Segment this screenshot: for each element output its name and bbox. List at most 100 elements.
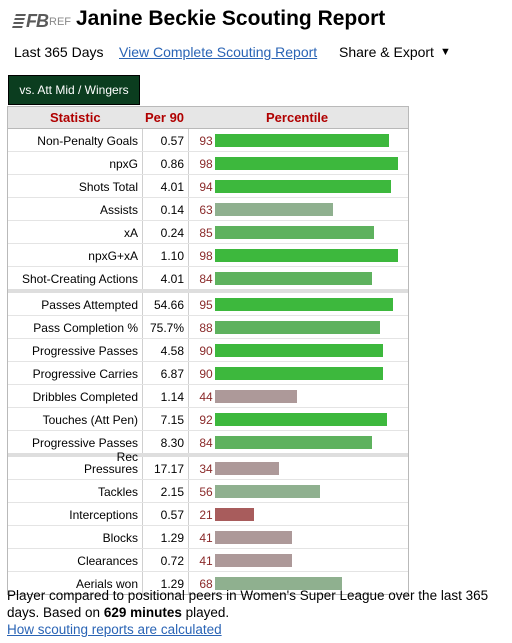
stat-name: Pass Completion % [33,321,138,335]
stat-name: Aerials won [75,577,138,591]
table-row: Blocks 1.29 41 [8,526,408,549]
percentile-bar [215,321,380,334]
per90-value: 0.86 [160,157,184,171]
per90-value: 0.72 [160,554,184,568]
per90-value: 0.24 [160,226,184,240]
period-label: Last 365 Days [14,44,104,60]
per90-value: 7.15 [160,413,184,427]
view-complete-report-link[interactable]: View Complete Scouting Report [119,44,318,60]
how-calculated-link[interactable]: How scouting reports are calculated [7,622,222,637]
percentile-bar [215,180,391,193]
table-row: xA 0.24 85 [8,221,408,244]
footer-text-after: played. [181,605,230,620]
column-divider [142,526,143,548]
stat-name: Blocks [102,531,138,545]
per90-value: 0.57 [160,508,184,522]
percentile-bar [215,226,374,239]
percentile-bar [215,554,292,567]
percentile-bar [215,249,398,262]
per90-value: 1.14 [160,390,184,404]
column-divider [142,480,143,502]
table-header: Statistic Per 90 Percentile [8,107,408,129]
column-divider [188,339,189,361]
chevron-down-icon[interactable]: ▼ [440,46,451,58]
header-per90[interactable]: Per 90 [145,110,185,125]
column-divider [188,503,189,525]
percentile-value: 21 [199,508,213,522]
scouting-table: Statistic Per 90 Percentile Non-Penalty … [7,106,409,595]
share-export-button[interactable]: Share & Export [339,44,434,60]
stat-name: Clearances [77,554,138,568]
percentile-value: 56 [199,485,213,499]
header-statistic[interactable]: Statistic [50,110,101,125]
percentile-bar [215,508,254,521]
table-row: Tackles 2.15 56 [8,480,408,503]
per90-value: 1.29 [160,531,184,545]
percentile-value: 95 [199,298,213,312]
percentile-value: 63 [199,203,213,217]
logo-sub: REF [49,16,71,28]
stat-name: Touches (Att Pen) [42,413,138,427]
percentile-bar [215,203,333,216]
column-divider [142,572,143,594]
column-divider [188,431,189,453]
per90-value: 4.58 [160,344,184,358]
per90-value: 17.17 [153,462,184,476]
per90-value: 4.01 [160,180,184,194]
column-divider [142,152,143,174]
table-row: Pressures 17.17 34 [8,457,408,480]
table-row: Dribbles Completed 1.14 44 [8,385,408,408]
page-title: Janine Beckie Scouting Report [76,7,386,30]
logo-brand: FB [26,10,49,31]
column-divider [142,339,143,361]
footer-minutes: 629 minutes [103,605,182,620]
column-divider [142,198,143,220]
percentile-value: 92 [199,413,213,427]
column-divider [188,152,189,174]
percentile-value: 88 [199,321,213,335]
table-row: Shots Total 4.01 94 [8,175,408,198]
stat-name: Shot-Creating Actions [21,272,138,286]
table-row: npxG 0.86 98 [8,152,408,175]
footer-text-before: Player compared to positional peers in W… [7,588,489,620]
table-row: Passes Attempted 54.66 95 [8,293,408,316]
column-divider [142,129,143,151]
stat-name: Progressive Passes [31,344,138,358]
fbref-logo[interactable]: FB REF [12,8,71,34]
percentile-value: 44 [199,390,213,404]
stat-name: Assists [99,203,138,217]
percentile-bar [215,298,393,311]
table-row: Progressive Passes 4.58 90 [8,339,408,362]
table-row: Shot-Creating Actions 4.01 84 [8,267,408,293]
column-divider [188,293,189,315]
percentile-bar [215,485,320,498]
column-divider [188,572,189,594]
column-divider [188,244,189,266]
header-percentile[interactable]: Percentile [266,110,329,125]
logo-stripes-icon [12,14,26,28]
column-divider [188,221,189,243]
stat-name: Tackles [97,485,138,499]
stat-name: npxG [109,157,138,171]
percentile-value: 93 [199,134,213,148]
percentile-value: 41 [199,531,213,545]
column-divider [188,175,189,197]
column-divider [188,408,189,430]
stat-name: npxG+xA [88,249,138,263]
stat-name: Interceptions [69,508,138,522]
per90-value: 2.15 [160,485,184,499]
per90-value: 0.14 [160,203,184,217]
column-divider [142,457,143,479]
percentile-value: 94 [199,180,213,194]
percentile-bar [215,577,342,590]
stat-name: Passes Attempted [41,298,138,312]
percentile-bar [215,531,292,544]
percentile-value: 41 [199,554,213,568]
percentile-value: 34 [199,462,213,476]
table-row: Non-Penalty Goals 0.57 93 [8,129,408,152]
stat-name: xA [123,226,138,240]
column-divider [188,129,189,151]
per90-value: 54.66 [153,298,184,312]
tab-att-mid-wingers[interactable]: vs. Att Mid / Wingers [8,75,140,105]
table-row: Aerials won 1.29 68 [8,572,408,594]
